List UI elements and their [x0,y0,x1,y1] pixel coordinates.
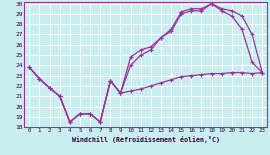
X-axis label: Windchill (Refroidissement éolien,°C): Windchill (Refroidissement éolien,°C) [72,136,220,143]
